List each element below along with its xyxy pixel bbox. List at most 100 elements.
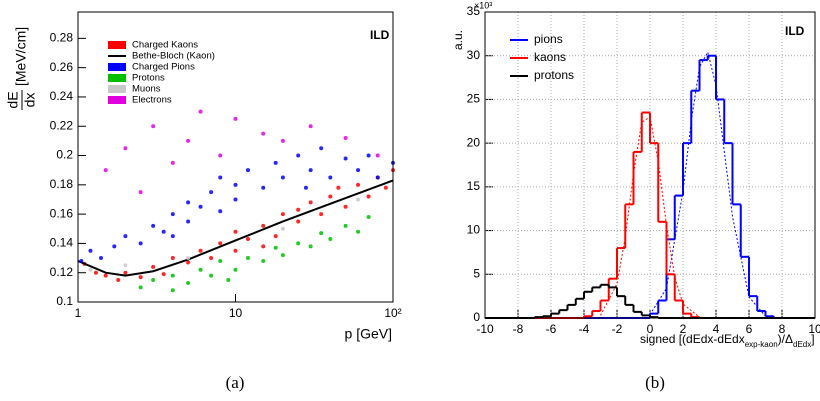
y-tick-label: 0.1 bbox=[56, 294, 73, 308]
point bbox=[186, 200, 191, 205]
point bbox=[383, 185, 388, 190]
legend-label: kaons bbox=[534, 50, 566, 64]
caption: (a) bbox=[226, 373, 245, 392]
point bbox=[151, 264, 156, 269]
legend-label: Charged Kaons bbox=[132, 40, 198, 51]
point bbox=[245, 256, 250, 261]
point bbox=[138, 241, 143, 246]
point bbox=[280, 175, 285, 180]
point bbox=[319, 212, 324, 217]
plot-area bbox=[485, 50, 815, 319]
point bbox=[198, 204, 203, 209]
y-tick-label: 0.18 bbox=[50, 177, 74, 191]
y-tick-label: 35 bbox=[467, 4, 481, 18]
point bbox=[112, 244, 117, 249]
point bbox=[186, 219, 191, 224]
x-tick-label: -4 bbox=[579, 322, 590, 336]
point bbox=[343, 156, 348, 161]
caption: (b) bbox=[645, 373, 665, 392]
point bbox=[233, 182, 238, 187]
y-tick-label: 0 bbox=[473, 310, 480, 324]
point bbox=[308, 200, 313, 205]
point bbox=[261, 258, 266, 263]
annotation: ILD bbox=[785, 24, 805, 38]
point bbox=[99, 256, 104, 261]
point bbox=[261, 223, 266, 228]
point bbox=[328, 175, 333, 180]
point bbox=[161, 272, 166, 277]
x-label-subscript: dEdx bbox=[793, 340, 811, 349]
y-tick-label: 30 bbox=[467, 48, 481, 62]
point bbox=[356, 197, 361, 202]
point bbox=[296, 241, 301, 246]
x-label-part: signed [(dEdx-dEdx bbox=[640, 332, 745, 346]
point bbox=[123, 234, 128, 239]
point bbox=[116, 278, 121, 283]
plot-area bbox=[77, 109, 395, 293]
point bbox=[209, 256, 214, 261]
point bbox=[356, 229, 361, 234]
point bbox=[273, 160, 278, 165]
point bbox=[308, 168, 313, 173]
point bbox=[198, 248, 203, 253]
y-axis-label: a.u. bbox=[451, 30, 465, 50]
point bbox=[261, 185, 266, 190]
y-label-numerator: dE bbox=[5, 91, 21, 108]
point bbox=[186, 256, 191, 261]
point bbox=[280, 253, 285, 258]
point bbox=[226, 278, 231, 283]
point bbox=[151, 278, 156, 283]
point bbox=[261, 244, 266, 249]
x-axis-label: signed [(dEdx-dEdxexp-kaon)/ΔdEdx] bbox=[640, 332, 815, 349]
point bbox=[151, 223, 156, 228]
point bbox=[280, 226, 285, 231]
y-tick-label: 0.14 bbox=[50, 236, 74, 250]
point bbox=[245, 168, 250, 173]
point bbox=[161, 229, 166, 234]
y-axis-label: dE dx [MeV/cm] bbox=[5, 27, 38, 110]
point bbox=[366, 215, 371, 220]
point bbox=[328, 237, 333, 242]
point bbox=[138, 190, 143, 195]
x-tick-label: 10² bbox=[384, 306, 401, 320]
point bbox=[296, 207, 301, 212]
point bbox=[233, 248, 238, 253]
point bbox=[186, 280, 191, 285]
y-label-denominator: dx bbox=[22, 93, 38, 108]
point bbox=[218, 153, 223, 158]
legend-label: Protons bbox=[132, 73, 165, 84]
point bbox=[123, 270, 128, 275]
point bbox=[233, 197, 238, 202]
point bbox=[328, 194, 333, 199]
point bbox=[343, 204, 348, 209]
x-label-part: ] bbox=[811, 332, 814, 346]
point bbox=[303, 185, 308, 190]
point bbox=[296, 153, 301, 158]
point bbox=[296, 219, 301, 224]
point bbox=[209, 190, 214, 195]
point bbox=[280, 138, 285, 143]
point bbox=[88, 248, 93, 253]
point bbox=[343, 223, 348, 228]
point bbox=[356, 168, 361, 173]
point bbox=[245, 237, 250, 242]
x-tick-label: -6 bbox=[546, 322, 557, 336]
x-label-part: )/Δ bbox=[778, 332, 793, 346]
point bbox=[218, 258, 223, 263]
point bbox=[273, 234, 278, 239]
legend-swatch bbox=[108, 85, 126, 93]
x-tick-label: 1 bbox=[75, 306, 82, 320]
y-tick-label: 0.26 bbox=[50, 60, 74, 74]
legend-swatch bbox=[108, 41, 126, 49]
y-tick-label: 10 bbox=[467, 223, 481, 237]
x-axis-label: p [GeV] bbox=[345, 326, 392, 342]
y-label-unit: [MeV/cm] bbox=[13, 27, 29, 86]
legend-swatch bbox=[108, 74, 126, 82]
x-tick-label: 10 bbox=[808, 322, 820, 336]
x-tick-label: -8 bbox=[513, 322, 524, 336]
x-tick-label: 0 bbox=[647, 322, 654, 336]
plot-frame bbox=[77, 11, 394, 303]
point bbox=[233, 267, 238, 272]
point bbox=[319, 146, 324, 151]
